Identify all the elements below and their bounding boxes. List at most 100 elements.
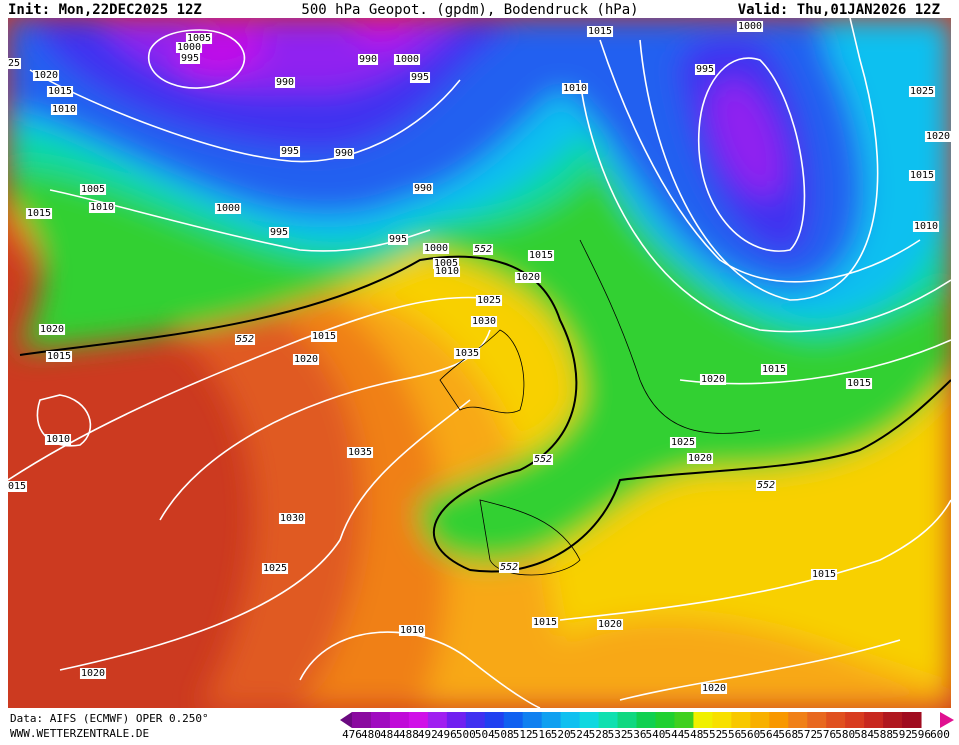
isobar-label-bg — [433, 266, 461, 277]
scale-label: 544 — [665, 728, 685, 741]
isobar-label-bg — [38, 324, 66, 335]
isobar-label-bg — [398, 625, 426, 636]
isobar-label: 015 — [8, 481, 26, 492]
scale-label: 600 — [930, 728, 950, 741]
isobar-label: 1010 — [46, 434, 70, 445]
scale-swatch — [788, 712, 808, 728]
isobar-label-bg — [686, 453, 714, 464]
isobar-label: 1010 — [400, 625, 424, 636]
isobar-label-bg — [50, 104, 78, 115]
isobar-label-bg — [333, 148, 355, 159]
isobar-label: 1015 — [847, 378, 871, 389]
isobar-label-bg — [432, 258, 460, 269]
isobar-label-bg — [25, 208, 53, 219]
scale-label: 592 — [892, 728, 912, 741]
isobar-label-bg — [596, 619, 624, 630]
height-label-bg — [234, 334, 256, 345]
isobar-label: 1020 — [926, 131, 950, 142]
scale-swatch — [883, 712, 903, 728]
isobar-label: 1015 — [533, 617, 557, 628]
scale-swatch — [674, 712, 694, 728]
scale-swatch — [636, 712, 656, 728]
scale-label: 488 — [399, 728, 419, 741]
scale-swatch — [560, 712, 581, 728]
isobar-label: 1015 — [312, 331, 336, 342]
scale-swatch — [370, 712, 391, 728]
scale-swatch — [769, 712, 789, 728]
scale-swatch — [655, 712, 675, 728]
height-label: 552 — [534, 454, 552, 465]
isobar-label: 1020 — [294, 354, 318, 365]
isobar-label: 1025 — [477, 295, 501, 306]
isobar-label: 1005 — [434, 258, 458, 269]
scale-swatch — [503, 712, 524, 728]
init-label: Init: Mon,22DEC2025 12Z — [8, 2, 202, 18]
isobar-label: 995 — [181, 53, 199, 64]
map-title: 500 hPa Geopot. (gpdm), Bodendruck (hPa) — [301, 2, 638, 18]
isobar-label: 1010 — [914, 221, 938, 232]
scale-swatch — [750, 712, 770, 728]
isobar-label: 1000 — [738, 21, 762, 32]
isobar-label: 1030 — [472, 316, 496, 327]
scale-label: 560 — [740, 728, 760, 741]
scale-swatch — [389, 712, 410, 728]
isobar-label-bg — [470, 316, 498, 327]
isobar-label-bg — [88, 202, 116, 213]
scale-label: 588 — [873, 728, 893, 741]
isobar-label: 1025 — [671, 437, 695, 448]
scale-swatch — [902, 712, 922, 728]
height-label-bg — [755, 480, 777, 491]
isobar-label-bg — [79, 184, 107, 195]
scale-swatch — [845, 712, 865, 728]
height-label: 552 — [474, 244, 492, 255]
scale-swatch — [446, 712, 467, 728]
isobar-label: 990 — [359, 54, 377, 65]
isobar-label-bg — [527, 250, 555, 261]
isobar-label-bg — [912, 221, 940, 232]
scale-label: 524 — [570, 728, 590, 741]
isobar-label-bg — [185, 33, 213, 44]
scale-label: 508 — [494, 728, 514, 741]
scale-swatch — [408, 712, 429, 728]
scale-label: 528 — [589, 728, 609, 741]
isobar-label: 990 — [276, 77, 294, 88]
isobar-label-bg — [908, 86, 936, 97]
isobar-label-bg — [475, 295, 503, 306]
isobar-label: 1035 — [455, 348, 479, 359]
isobar-label: 1020 — [598, 619, 622, 630]
isobar-label: 1030 — [280, 513, 304, 524]
isobar-label: 1020 — [81, 668, 105, 679]
isobar-label: 1035 — [348, 447, 372, 458]
isobar-label: 1020 — [688, 453, 712, 464]
isobar-label: 25 — [8, 58, 20, 69]
isobar-label-bg — [760, 364, 788, 375]
scale-swatch — [352, 712, 372, 728]
scale-swatch — [731, 712, 751, 728]
data-source: Data: AIFS (ECMWF) OPER 0.250° — [10, 712, 209, 725]
scale-swatch — [807, 712, 827, 728]
isobar-label: 1015 — [529, 250, 553, 261]
scale-swatch — [693, 712, 713, 728]
isobar-label: 1015 — [588, 26, 612, 37]
scale-label: 484 — [380, 728, 400, 741]
scale-swatch — [826, 712, 846, 728]
isobar-label-bg — [561, 83, 589, 94]
isobar-label: 1010 — [563, 83, 587, 94]
isobar-label-bg — [531, 617, 559, 628]
isobar-label-bg — [278, 513, 306, 524]
isobar-label-bg — [268, 227, 290, 238]
height-label: 552 — [500, 562, 518, 573]
scale-label: 580 — [835, 728, 855, 741]
scale-label: 512 — [513, 728, 533, 741]
height-label-bg — [532, 454, 554, 465]
isobar-label-bg — [179, 53, 201, 64]
isobar-label-bg — [32, 70, 60, 81]
isobar-label-bg — [6, 481, 28, 492]
site-url: WWW.WETTERZENTRALE.DE — [10, 727, 149, 740]
scale-label: 496 — [437, 728, 457, 741]
isobar-label-bg — [586, 26, 614, 37]
isobar-label: 1020 — [516, 272, 540, 283]
isobar-label: 1015 — [27, 208, 51, 219]
isobar-label-bg — [274, 77, 296, 88]
